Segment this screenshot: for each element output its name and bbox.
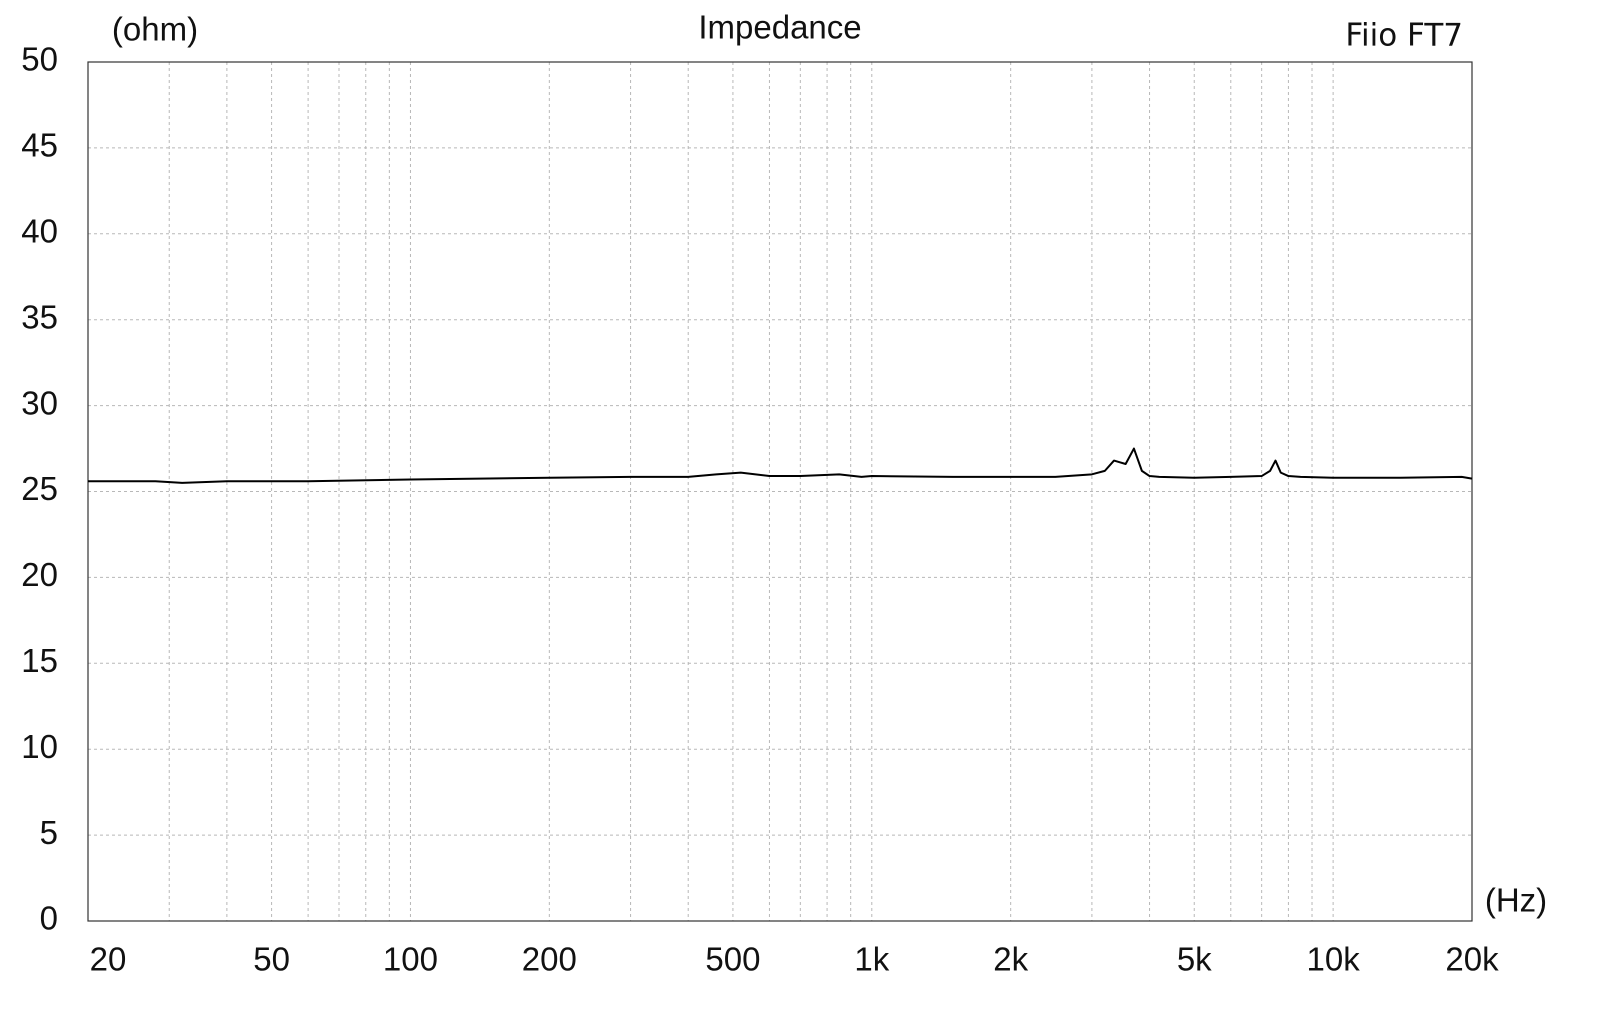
y-tick-label: 15 xyxy=(21,642,58,679)
chart-subtitle: Fiio FT7 xyxy=(1345,18,1463,54)
x-tick-label: 50 xyxy=(253,941,290,978)
y-tick-label: 5 xyxy=(40,814,58,851)
x-tick-label: 5k xyxy=(1177,941,1212,978)
y-tick-label: 25 xyxy=(21,470,58,507)
y-tick-label: 35 xyxy=(21,298,58,335)
x-tick-label: 10k xyxy=(1307,941,1361,978)
plot-frame xyxy=(87,61,1473,922)
chart-title: Impedance xyxy=(698,9,861,46)
y-tick-label: 50 xyxy=(21,41,58,78)
y-tick-label: 10 xyxy=(21,728,58,765)
x-tick-label: 2k xyxy=(993,941,1028,978)
x-tick-label: 500 xyxy=(705,941,760,978)
y-tick-label: 45 xyxy=(21,127,58,164)
x-axis-label: (Hz) xyxy=(1485,882,1547,919)
y-tick-label: 30 xyxy=(21,384,58,421)
y-axis-label: (ohm) xyxy=(112,11,198,48)
x-tick-label: 20k xyxy=(1445,941,1499,978)
impedance-line xyxy=(88,447,1473,484)
x-tick-label: 200 xyxy=(522,941,577,978)
x-tick-label: 1k xyxy=(854,941,889,978)
y-tick-label: 0 xyxy=(40,900,58,937)
x-tick-label: 100 xyxy=(383,941,438,978)
x-tick-label: 20 xyxy=(90,941,127,978)
y-tick-label: 20 xyxy=(21,556,58,593)
y-tick-label: 40 xyxy=(21,213,58,250)
